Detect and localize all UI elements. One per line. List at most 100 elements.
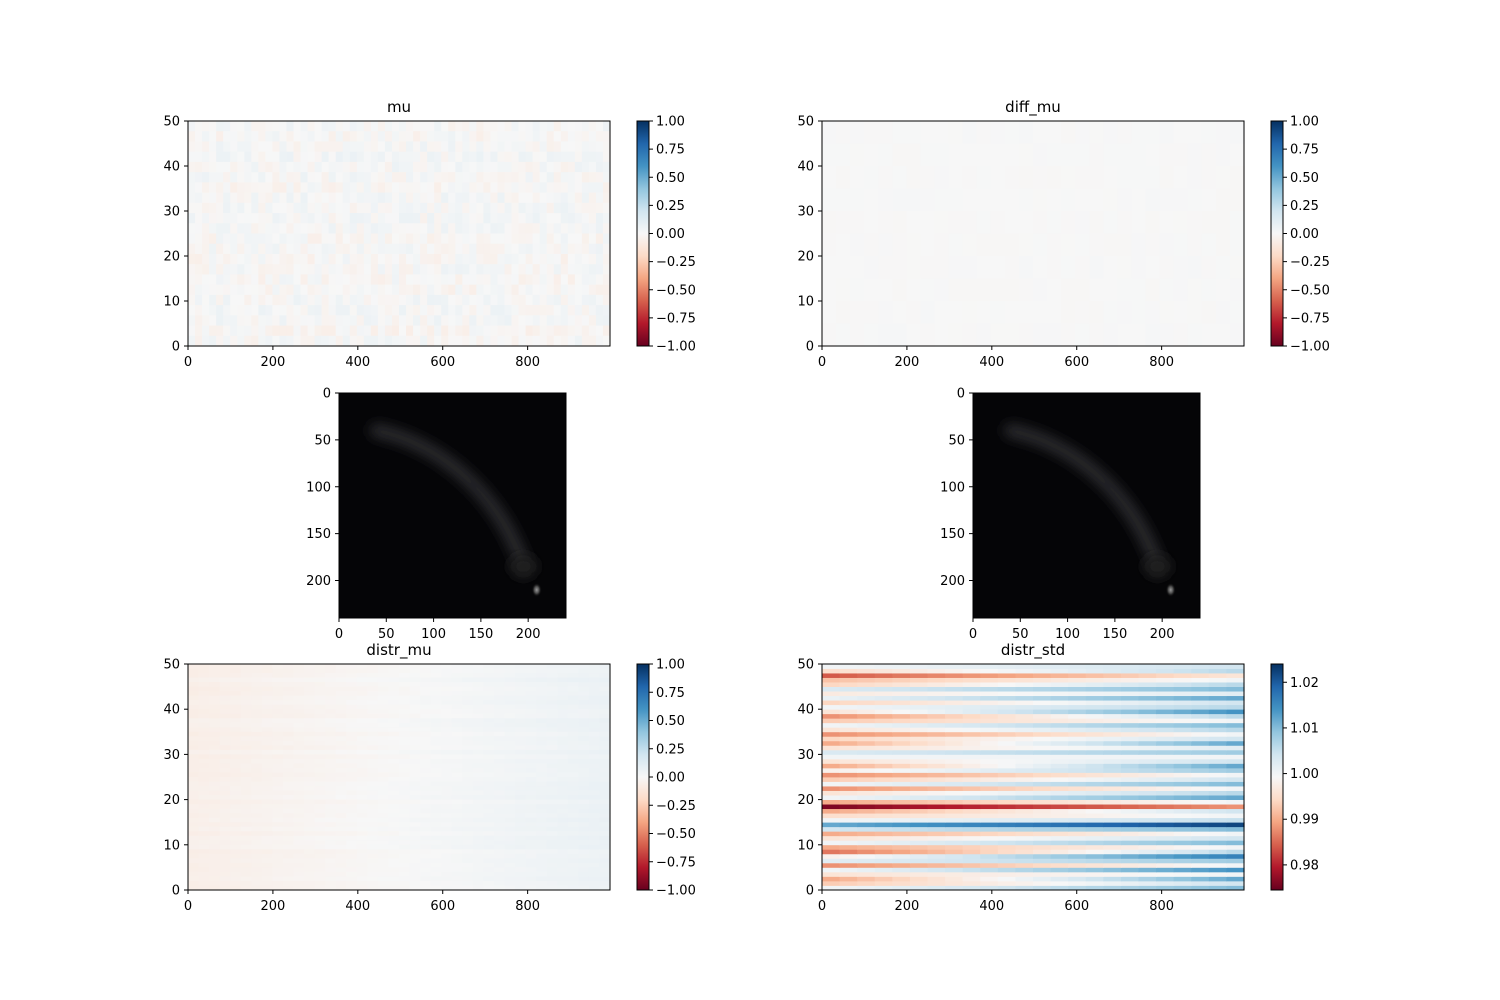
distr_std-cell [927,731,946,737]
mu-cell [272,131,281,143]
distr_mu-cell [462,799,474,805]
mu-cell [370,233,379,245]
mu-cell [300,161,309,173]
distr_mu-cell [451,709,463,715]
distr_mu-cell [557,668,569,674]
distr_mu-cell [504,817,516,823]
distr_std-cell [822,880,841,886]
mu-cell [476,284,484,296]
mu-heatmap [188,121,611,347]
mu-cell [307,335,316,347]
distr_mu-cell [325,853,337,859]
distr_mu-cell [578,876,590,882]
mu-cell [546,305,555,316]
distr_mu-cell [356,777,368,783]
diff_mu-cell [934,188,950,212]
mu-cell [202,131,210,143]
distr_std-cell [945,781,964,787]
distr_std-cell [874,867,893,873]
distr_std-cell [822,704,841,710]
distr_std-cell [1191,673,1210,678]
diff_mu-cell [892,323,907,347]
mu-cell [441,233,449,245]
diff_mu-cell [1075,323,1090,347]
distr_std-cell [909,867,929,873]
distr_mu-cell [430,763,442,769]
mu-cell [427,233,435,245]
distr_mu-cell [240,700,252,706]
distr_mu-cell [356,736,368,742]
diff_mu-cell [1033,121,1048,145]
distr_std-cell [1208,727,1228,733]
distr_std-cell [1068,749,1087,755]
mu-cell [581,335,590,347]
distr_mu-cell [399,673,411,679]
distr_mu-cell [599,849,611,855]
distr_std-cell [1033,790,1052,796]
distr_std-cell [962,722,981,728]
distr_std-cell [927,813,946,819]
mu-cell [258,213,266,224]
distr_std-cell [962,835,981,841]
distr_std-cell [1103,849,1122,855]
distr_mu-cell [251,758,263,765]
distr_std-cell [1085,731,1104,737]
distr_mu-cell [399,754,411,760]
distr_std-cell [839,718,858,724]
distr_std-cell [1103,713,1122,719]
distr_mu-cell [578,822,590,828]
mu-cell [469,131,477,143]
distr_std-cell [1015,749,1034,755]
distr_std-cell [909,826,929,832]
diff_mu-cell [1187,301,1203,325]
mu-cell [462,192,470,204]
mu-cell [483,325,492,337]
mu-cell [420,325,428,337]
distr_mu-cell [546,795,558,801]
distr_mu-cell [230,772,242,778]
distr_mu-cell [346,745,358,751]
diff_mu-cell [892,121,907,145]
distr_mu-cell [304,722,316,728]
distr_mu-cell [525,763,537,769]
distr_std-cell [1226,786,1245,791]
diff_mu-cell [934,278,950,302]
distr_std-cell [1033,727,1052,733]
distr_mu-cell [251,704,263,710]
mu-cell [384,192,393,204]
distr_mu-cell [198,686,210,692]
diff_mu-cell [976,301,992,325]
mu-cell [602,141,611,153]
distr_std-cell [1120,749,1140,755]
distr_std-cell [1068,822,1087,828]
diff_mu-cell [920,233,936,257]
distr_mu-cell [219,709,231,715]
distr_std-cell [1068,799,1087,805]
distr_std-cell [1050,713,1069,719]
mu-cell [518,202,527,214]
distr_mu-cell [588,767,601,774]
distr_mu-cell [515,731,527,737]
mu-cell [244,315,252,327]
mu-cell [504,213,513,224]
image_left-ytick-label: 100 [306,480,331,495]
mu-cell [546,274,555,286]
distr_mu-cell [430,813,442,819]
mu-cell [413,121,421,132]
distr_mu-cell [515,745,527,751]
mu-cell [518,335,527,347]
distr_std-cell [1138,673,1157,678]
distr_mu-cell [451,799,463,805]
distr_std-cell [839,673,858,678]
distr_std-cell [1156,686,1175,692]
distr_std-cell [945,853,964,859]
distr_mu-cell [251,817,263,823]
mu-cell [560,192,569,204]
distr_std-cell [980,718,999,724]
distr_std-cell [962,817,981,823]
mu-cell [342,233,351,245]
mu-cell [237,274,245,286]
distr_std-cell [945,713,964,719]
distr_std-cell [1085,682,1104,687]
mu-cell [356,315,365,327]
